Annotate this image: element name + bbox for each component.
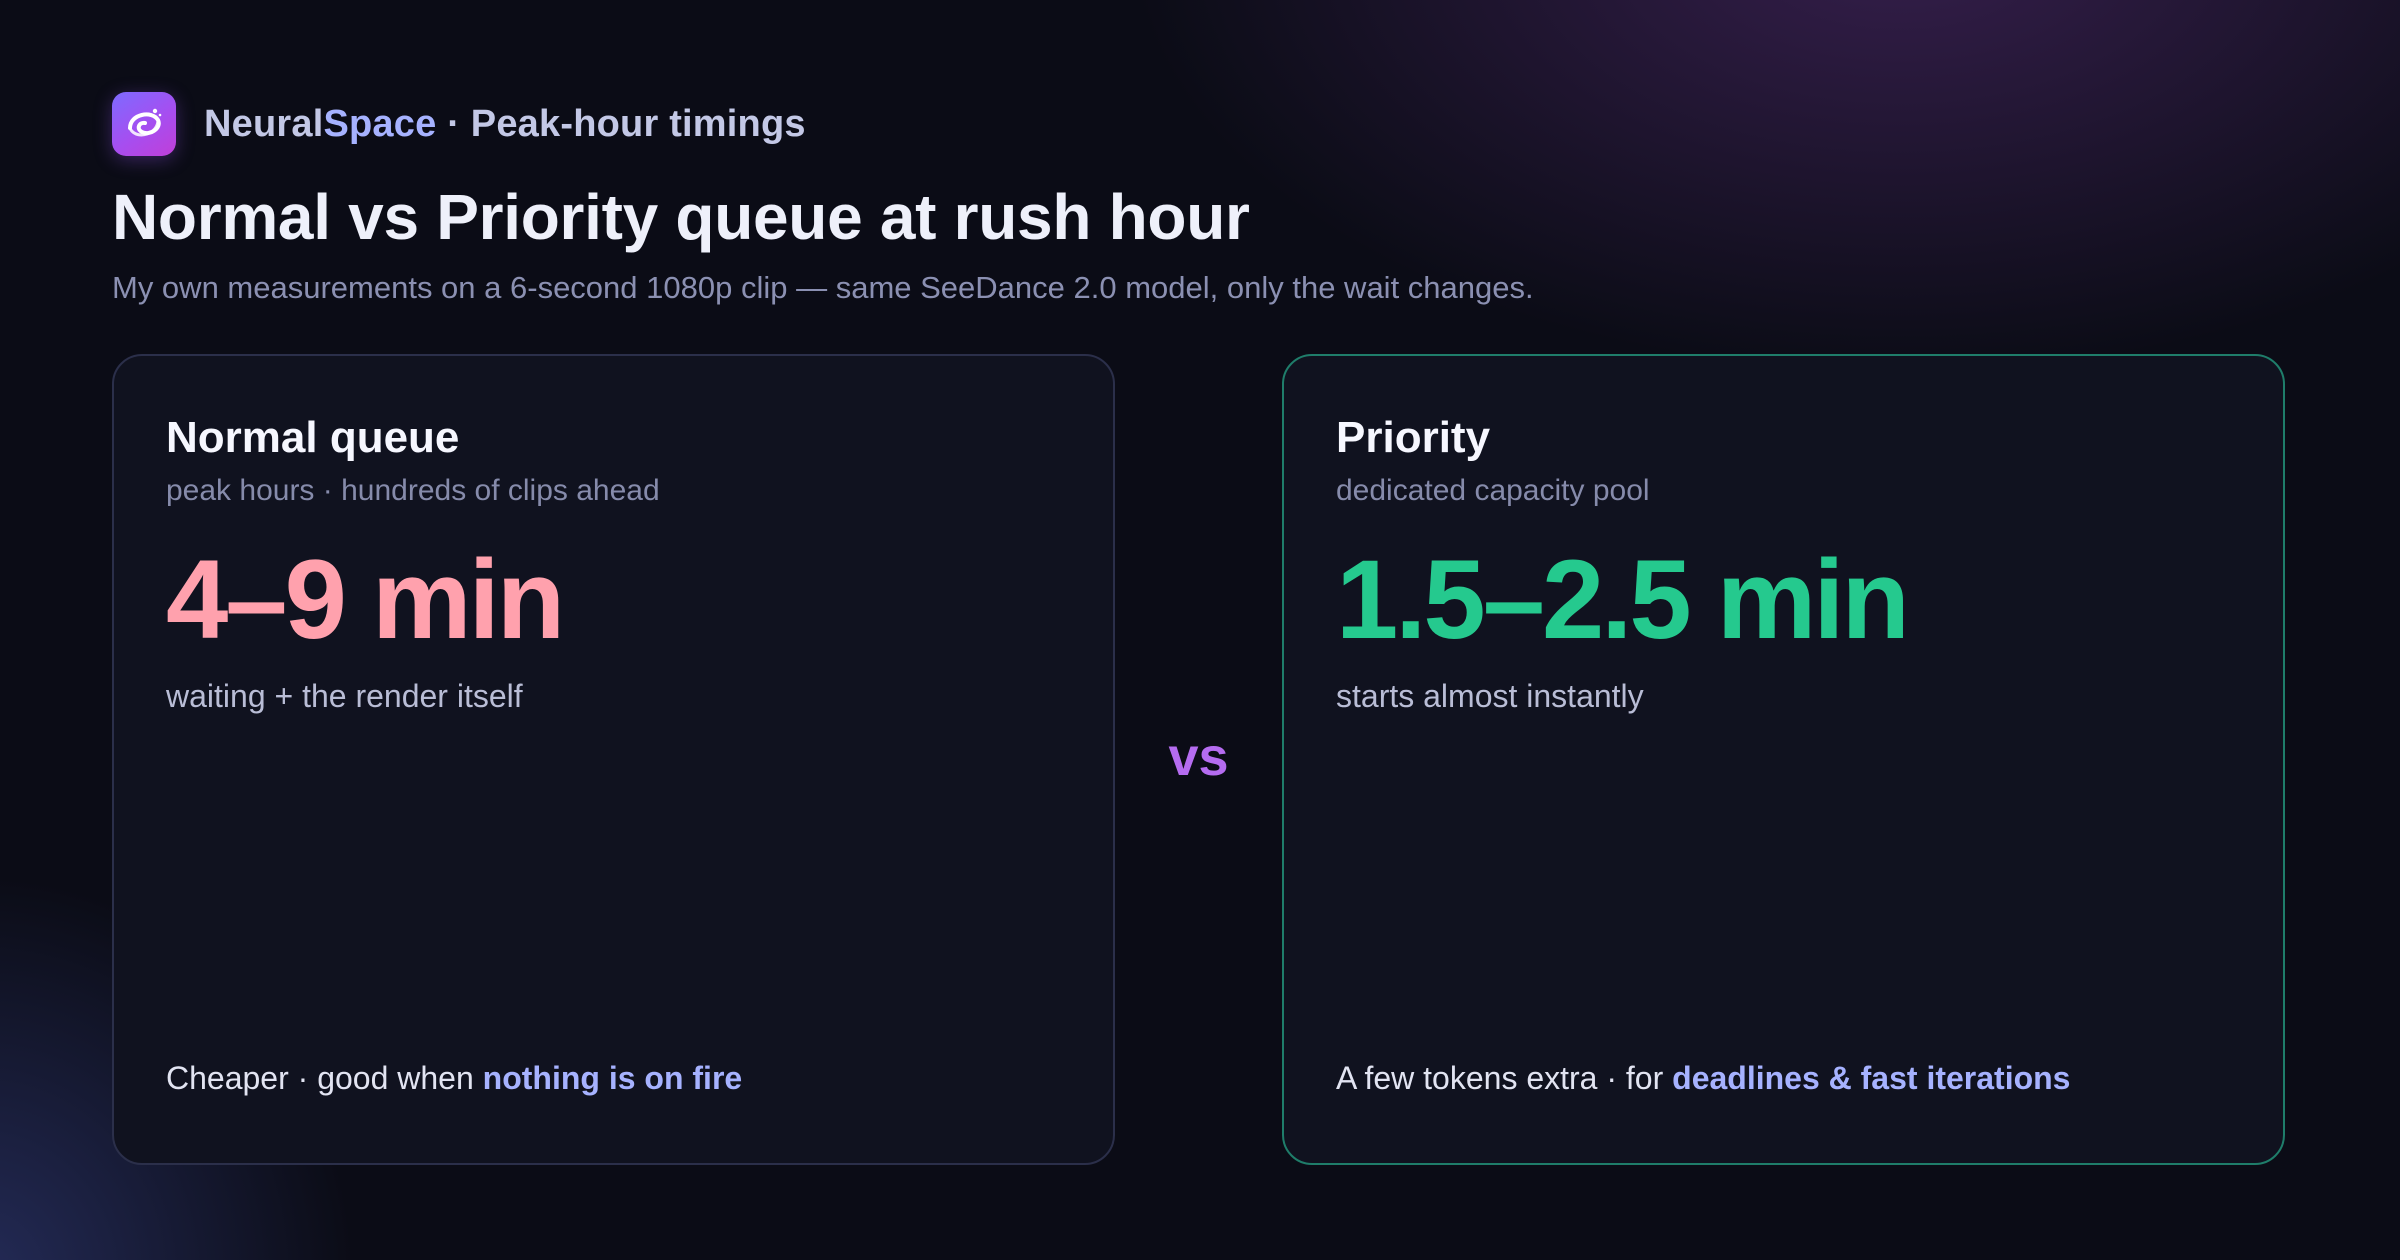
priority-footer-text: A few tokens extra · for <box>1336 1060 1673 1096</box>
galaxy-swirl-icon <box>112 92 176 156</box>
brand-title: NeuralSpace · Peak-hour timings <box>204 103 806 146</box>
priority-time-note: starts almost instantly <box>1336 678 1644 715</box>
normal-time-note: waiting + the render itself <box>166 678 523 715</box>
normal-queue-card: Normal queue peak hours · hundreds of cl… <box>112 354 1115 1165</box>
normal-footer-highlight: nothing is on fire <box>482 1060 743 1096</box>
normal-footer-text: Cheaper · good when <box>166 1060 483 1096</box>
brand-name-neural: Neural <box>204 102 324 145</box>
brand-header: NeuralSpace · Peak-hour timings <box>112 92 806 156</box>
priority-card-footer: A few tokens extra · for deadlines & fas… <box>1336 1060 2070 1097</box>
vs-label: vs <box>1168 727 1229 787</box>
normal-time-value: 4–9 min <box>166 537 565 663</box>
priority-card-title: Priority <box>1336 413 1491 462</box>
page-subtitle: My own measurements on a 6-second 1080p … <box>112 270 1534 305</box>
brand-section: · Peak-hour timings <box>436 102 806 145</box>
priority-card-subtitle: dedicated capacity pool <box>1336 474 1650 508</box>
brand-name-space: Space <box>323 102 437 145</box>
priority-footer-highlight: deadlines & fast iterations <box>1672 1060 2071 1096</box>
normal-card-subtitle: peak hours · hundreds of clips ahead <box>166 474 660 508</box>
normal-card-footer: Cheaper · good when nothing is on fire <box>166 1060 742 1097</box>
normal-card-title: Normal queue <box>166 413 460 462</box>
priority-time-value: 1.5–2.5 min <box>1336 537 1910 663</box>
page-title: Normal vs Priority queue at rush hour <box>112 181 1250 253</box>
priority-queue-card: Priority dedicated capacity pool 1.5–2.5… <box>1282 354 2285 1165</box>
